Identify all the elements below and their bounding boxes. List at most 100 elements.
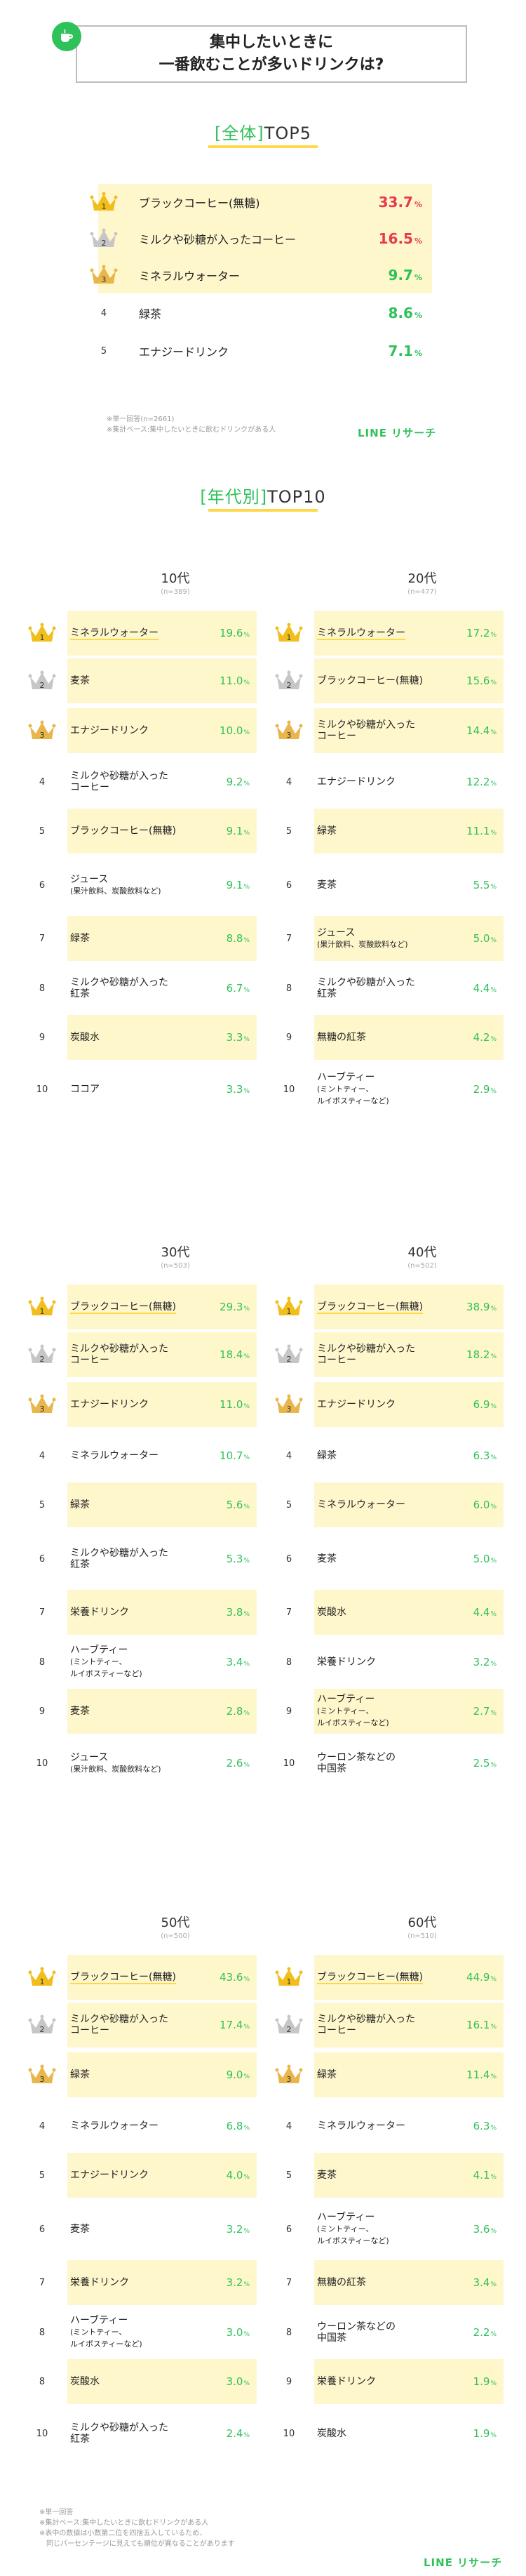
age-row: 1 ミネラルウォーター 19.6% [28, 611, 257, 656]
svg-text:2: 2 [40, 1355, 45, 1364]
value-unit: % [243, 1762, 250, 1769]
age-row-value: 2.8% [212, 1705, 257, 1718]
drink-name: ミルクや砂糖が入った [317, 719, 415, 731]
value-unit: % [414, 349, 422, 358]
drink-name: エナジードリンク [317, 1399, 396, 1410]
value-number: 10.0 [220, 724, 243, 737]
cup-icon [52, 22, 81, 51]
value-unit: % [243, 2174, 250, 2181]
overall-title: [全体]TOP5 [0, 119, 526, 148]
age-row: 10 ハーブティー (ミントティー、 ルイボスティーなど) 2.9% [283, 1067, 504, 1112]
age-group-title: 30代 [161, 1245, 190, 1260]
age-row-value: 4.2% [459, 1031, 504, 1044]
rank-number: 6 [285, 2224, 292, 2235]
age-group-n: (n=502) [407, 1262, 437, 1270]
value-unit: % [243, 2281, 250, 2288]
value-unit: % [414, 273, 422, 282]
value-unit: % [243, 781, 250, 788]
value-unit: % [490, 2174, 497, 2181]
value-number: 4.2 [473, 1031, 490, 1044]
drink-name: 炭酸水 [70, 1032, 100, 1043]
age-row-label: ミネラルウォーター [314, 2120, 459, 2132]
value-number: 3.3 [226, 1083, 243, 1096]
age-group-title: 10代 [161, 571, 190, 586]
age-row: 6 麦茶 3.2% [39, 2207, 257, 2252]
age-row-label: エナジードリンク [314, 1399, 459, 1410]
age-row-value: 3.3% [212, 1031, 257, 1044]
value-number: 3.4 [473, 2276, 490, 2289]
age-row: 2 ブラックコーヒー(無糖) 15.6% [275, 658, 504, 703]
rank-number: 8 [39, 2327, 46, 2338]
overall-row-value: 16.5% [369, 230, 432, 247]
value-number: 6.0 [473, 1499, 490, 1511]
rank-number: 10 [36, 1758, 48, 1769]
age-row-label: ブラックコーヒー(無糖) [67, 825, 212, 837]
svg-text:3: 3 [287, 731, 292, 740]
value-number: 6.9 [473, 1398, 490, 1411]
age-row-value: 5.0% [459, 1553, 504, 1565]
crown-icon: 1 [27, 1965, 58, 1990]
value-number: 12.2 [466, 776, 490, 788]
age-row-label: ブラックコーヒー(無糖) [67, 1301, 212, 1314]
age-row-label: 緑茶 [314, 1450, 459, 1461]
drink-name: ココア [70, 1084, 100, 1095]
age-row-label: ウーロン茶などの 中国茶 [314, 1752, 459, 1774]
crown-icon: 2 [88, 225, 119, 253]
drink-sub-2: ルイボスティーなど) [70, 2339, 142, 2349]
age-group-header-6: 60代 (n=510) [366, 1913, 478, 1940]
age-group-header-4: 40代 (n=502) [366, 1242, 478, 1270]
value-number: 6.7 [226, 982, 243, 995]
age-row: 3 ミルクや砂糖が入った コーヒー 14.4% [275, 708, 504, 753]
rank-number: 5 [39, 1499, 46, 1511]
value-unit: % [243, 2125, 250, 2132]
age-row-value: 3.2% [459, 1656, 504, 1668]
rank-number: 5 [39, 825, 46, 837]
drink-name: 麦茶 [70, 675, 90, 686]
age-row-label: ミネラルウォーター [67, 628, 212, 640]
age-row-label: ミネラルウォーター [314, 628, 459, 640]
drink-name: 栄養ドリンク [70, 1607, 129, 1618]
drink-sub: 中国茶 [317, 1763, 346, 1774]
drink-name: ミネラルウォーター [70, 2120, 159, 2132]
age-row-value: 3.0% [212, 2375, 257, 2388]
value-unit: % [490, 2432, 497, 2439]
drink-name: 緑茶 [317, 825, 337, 837]
age-row-label: 麦茶 [67, 675, 212, 686]
drink-sub: コーヒー [70, 1355, 109, 1366]
age-row: 5 緑茶 11.1% [286, 809, 504, 854]
value-unit: % [490, 884, 497, 891]
age-row-label: 麦茶 [67, 2224, 212, 2235]
value-number: 9.2 [226, 776, 243, 788]
drink-name: ブラックコーヒー(無糖) [317, 1301, 423, 1314]
age-row-label: ミルクや砂糖が入った 紅茶 [314, 977, 459, 1000]
rank-number: 9 [39, 1706, 46, 1717]
drink-name: ブラックコーヒー(無糖) [317, 1972, 423, 1984]
rank-number: 8 [285, 983, 292, 994]
rank-number: 9 [285, 1706, 292, 1717]
svg-text:2: 2 [40, 681, 45, 690]
age-row-value: 17.4% [212, 2019, 257, 2031]
value-unit: % [243, 987, 250, 994]
age-row-label: ハーブティー (ミントティー、 ルイボスティーなど) [314, 2212, 459, 2247]
drink-name: 緑茶 [317, 2069, 337, 2080]
drink-name: ウーロン茶などの [317, 1752, 396, 1763]
drink-name: ブラックコーヒー(無糖) [317, 675, 423, 686]
value-number: 9.1 [226, 879, 243, 891]
svg-text:1: 1 [287, 633, 292, 642]
rank-number: 4 [39, 1450, 46, 1461]
age-row-label: ハーブティー (ミントティー、 ルイボスティーなど) [67, 1645, 212, 1680]
age-row-value: 18.2% [459, 1348, 504, 1361]
age-row: 9 炭酸水 3.3% [39, 1015, 257, 1060]
drink-sub: 紅茶 [317, 988, 337, 1000]
value-unit: % [414, 200, 422, 209]
value-number: 17.2 [466, 627, 490, 639]
age-row: 8 炭酸水 3.0% [39, 2359, 257, 2404]
value-unit: % [414, 311, 422, 320]
value-number: 14.4 [466, 724, 490, 737]
rank-number: 8 [285, 1657, 292, 1668]
drink-name: 緑茶 [70, 2069, 90, 2080]
age-row: 7 炭酸水 4.4% [286, 1590, 504, 1635]
rank-number: 9 [285, 1032, 292, 1043]
value-unit: % [243, 729, 250, 736]
age-row-label: 栄養ドリンク [67, 1607, 212, 1618]
